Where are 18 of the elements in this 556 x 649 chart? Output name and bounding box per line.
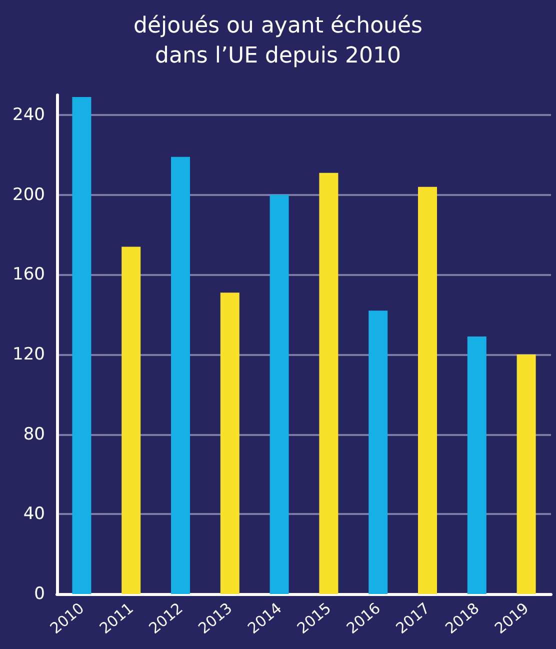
bar [270, 194, 289, 594]
bar [122, 246, 141, 594]
bar [72, 96, 92, 594]
bar [467, 336, 486, 594]
chart-title: déjoués ou ayant échoués dans l’UE depuis 2010 [134, 14, 422, 68]
bar [319, 172, 338, 594]
bar [220, 292, 240, 594]
bar [368, 310, 388, 594]
y-tick-label: 120 [12, 344, 45, 364]
y-tick-label: 160 [12, 264, 45, 285]
y-tick-label: 0 [34, 584, 45, 604]
y-tick-label: 40 [23, 504, 45, 524]
y-tick-label: 240 [12, 104, 45, 125]
bar [516, 354, 536, 594]
y-tick-label: 80 [23, 424, 45, 444]
bar [418, 186, 437, 594]
y-tick-label: 200 [12, 184, 45, 205]
bar [171, 156, 190, 594]
